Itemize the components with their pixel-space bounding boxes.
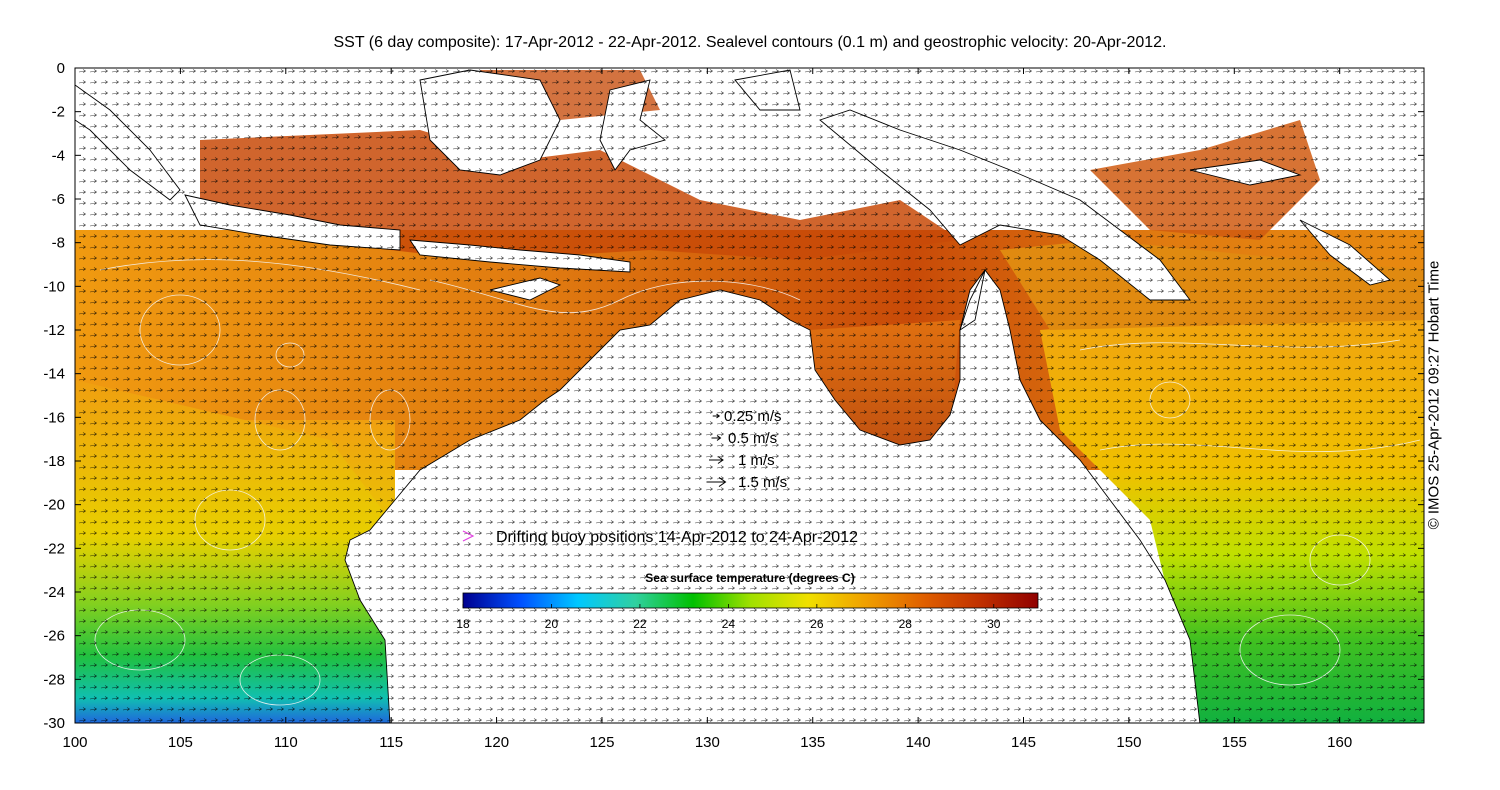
x-tick-label: 115 — [379, 734, 403, 751]
velocity-legend-arrow — [712, 413, 721, 419]
y-tick-label: -10 — [43, 278, 65, 295]
sst-colorbar: Sea surface temperature (degrees C) 18 20… — [456, 571, 1039, 631]
colorbar-tick-label: 20 — [545, 617, 559, 631]
velocity-legend-label: 1 m/s — [738, 452, 775, 469]
x-tick-label: 150 — [1116, 734, 1141, 751]
y-tick-label: -30 — [43, 715, 65, 732]
velocity-legend: 0.25 m/s 0.5 m/s 1 m/s 1.5 m/s — [706, 408, 787, 491]
x-tick-label: 160 — [1327, 734, 1352, 751]
x-tick-label: 140 — [906, 734, 931, 751]
y-tick-label: -14 — [43, 366, 65, 383]
x-tick-label: 110 — [274, 734, 298, 751]
colorbar-tick-label: 28 — [899, 617, 913, 631]
colorbar-tick-label: 26 — [810, 617, 824, 631]
y-tick-label: -8 — [52, 235, 65, 252]
x-tick-label: 105 — [168, 734, 193, 751]
y-axis: 0 -2 -4 -6 -8 -10 -12 -14 -16 -18 -20 -22 -24 -26 -28 -… — [43, 60, 1424, 732]
buoy-legend-marker — [462, 530, 475, 542]
velocity-legend-label: 1.5 m/s — [738, 474, 787, 491]
x-tick-label: 135 — [800, 734, 825, 751]
x-tick-label: 130 — [695, 734, 720, 751]
x-axis: 100 105 110 115 120 125 130 135 140 145 150 155 160 — [62, 68, 1352, 751]
velocity-legend-arrow — [709, 456, 724, 464]
velocity-vectors — [75, 68, 1424, 723]
y-tick-label: -18 — [43, 453, 65, 470]
y-tick-label: -24 — [43, 584, 65, 601]
y-tick-label: -28 — [43, 671, 65, 688]
velocity-legend-label: 0.5 m/s — [728, 430, 777, 447]
y-tick-label: -2 — [52, 104, 65, 121]
colorbar-tick-label: 22 — [633, 617, 647, 631]
map-frame — [74, 67, 1425, 724]
buoy-legend-label: Drifting buoy positions 14-Apr-2012 to 2… — [496, 529, 858, 546]
velocity-legend-arrow — [706, 477, 727, 487]
y-tick-label: -22 — [43, 540, 65, 557]
colorbar-ticks: 18 20 22 24 26 28 30 — [456, 604, 1001, 631]
velocity-legend-arrow — [711, 435, 722, 441]
y-tick-label: -16 — [43, 409, 65, 426]
y-tick-label: -12 — [43, 322, 65, 339]
colorbar-tick-label: 18 — [456, 617, 470, 631]
y-tick-label: 0 — [57, 60, 65, 77]
map-content — [75, 68, 1424, 723]
x-tick-label: 125 — [589, 734, 614, 751]
x-tick-label: 100 — [62, 734, 87, 751]
colorbar-tick-label: 30 — [987, 617, 1001, 631]
x-tick-label: 155 — [1222, 734, 1247, 751]
map-title: SST (6 day composite): 17-Apr-2012 - 22-… — [333, 34, 1167, 51]
colorbar-bar — [462, 592, 1039, 609]
y-tick-label: -26 — [43, 628, 65, 645]
y-tick-label: -6 — [52, 191, 65, 208]
x-tick-label: 120 — [484, 734, 509, 751]
velocity-legend-label: 0.25 m/s — [724, 408, 782, 425]
colorbar-tick-label: 24 — [722, 617, 736, 631]
y-tick-label: -20 — [43, 497, 65, 514]
buoy-legend: Drifting buoy positions 14-Apr-2012 to 2… — [462, 529, 858, 546]
x-tick-label: 145 — [1011, 734, 1036, 751]
y-tick-label: -4 — [52, 147, 65, 164]
colorbar-title: Sea surface temperature (degrees C) — [645, 571, 854, 585]
